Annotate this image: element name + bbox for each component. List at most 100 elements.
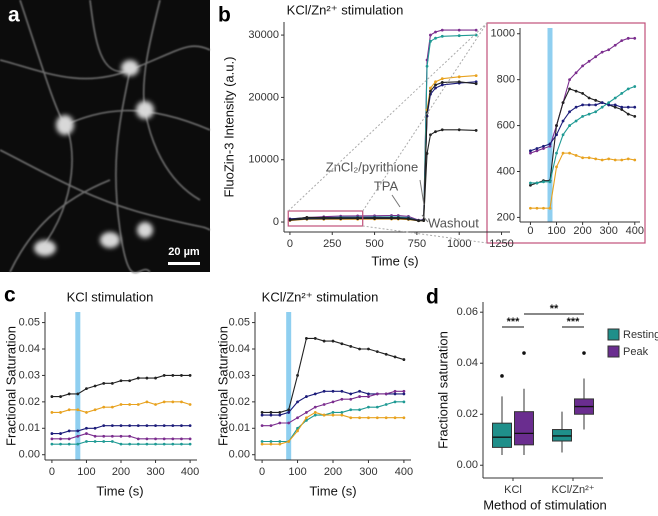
y-axis-label: Fractional saturation bbox=[435, 331, 450, 449]
data-point bbox=[296, 374, 299, 377]
data-point bbox=[110, 381, 114, 385]
chart-title: KCl/Zn²⁺ stimulation bbox=[262, 289, 379, 304]
data-point bbox=[367, 395, 370, 398]
data-point bbox=[434, 86, 437, 90]
data-point bbox=[390, 217, 393, 220]
data-point bbox=[594, 98, 598, 102]
data-point bbox=[278, 440, 282, 443]
data-point bbox=[278, 411, 282, 414]
data-point bbox=[296, 416, 299, 420]
data-point bbox=[561, 119, 565, 123]
data-point bbox=[76, 408, 80, 412]
data-point bbox=[620, 92, 624, 95]
data-point bbox=[349, 416, 353, 420]
data-point bbox=[626, 157, 630, 161]
data-point bbox=[384, 392, 388, 396]
data-point bbox=[322, 403, 326, 406]
data-point bbox=[50, 411, 54, 414]
data-point bbox=[85, 440, 88, 443]
data-point bbox=[384, 416, 388, 420]
y-tick-label: 10000 bbox=[248, 154, 279, 166]
data-point bbox=[188, 424, 192, 428]
data-point bbox=[305, 217, 309, 221]
data-point bbox=[93, 440, 97, 443]
data-point bbox=[93, 426, 97, 430]
data-point bbox=[568, 78, 571, 82]
data-point bbox=[600, 50, 604, 54]
data-point bbox=[93, 408, 97, 412]
x-tick-label: KCl bbox=[504, 484, 522, 496]
outlier bbox=[522, 351, 526, 355]
data-point bbox=[171, 437, 175, 441]
stimulus-band bbox=[547, 28, 553, 222]
data-point bbox=[331, 400, 335, 404]
x-tick-label: 400 bbox=[395, 466, 413, 478]
data-point bbox=[529, 149, 532, 153]
data-point bbox=[171, 442, 175, 446]
data-point bbox=[425, 64, 429, 68]
data-point bbox=[67, 437, 71, 441]
data-point bbox=[260, 440, 264, 443]
data-point bbox=[59, 432, 62, 435]
data-point bbox=[548, 144, 552, 148]
data-point bbox=[594, 103, 598, 107]
data-point bbox=[67, 408, 71, 412]
data-point bbox=[269, 424, 273, 428]
data-point bbox=[119, 434, 123, 438]
series-line bbox=[262, 411, 404, 445]
y-tick-label: 0.02 bbox=[457, 408, 478, 420]
data-point bbox=[568, 151, 571, 155]
data-point bbox=[313, 411, 317, 414]
data-point bbox=[358, 416, 361, 420]
data-point bbox=[574, 119, 578, 123]
data-point bbox=[340, 397, 344, 401]
data-point bbox=[76, 392, 80, 396]
scale-bar-label: 20 µm bbox=[168, 246, 200, 258]
y-tick-label: 1000 bbox=[491, 28, 515, 40]
data-point bbox=[581, 92, 585, 95]
data-point bbox=[50, 437, 54, 441]
data-point bbox=[358, 408, 361, 412]
annotation: Washout bbox=[428, 215, 479, 230]
data-point bbox=[417, 219, 420, 223]
data-point bbox=[581, 114, 585, 118]
data-point bbox=[180, 400, 183, 404]
x-tick-label: 300 bbox=[146, 466, 164, 478]
data-point bbox=[119, 403, 123, 406]
data-point bbox=[474, 82, 478, 86]
data-point bbox=[367, 347, 370, 351]
y-tick-label: 200 bbox=[497, 211, 515, 223]
legend-label: Peak bbox=[623, 346, 649, 358]
y-tick-label: 600 bbox=[497, 119, 515, 131]
data-point bbox=[93, 384, 97, 388]
data-point bbox=[110, 440, 114, 443]
data-point bbox=[568, 87, 571, 91]
data-point bbox=[633, 85, 637, 88]
legend-swatch bbox=[607, 328, 620, 341]
data-point bbox=[154, 403, 157, 406]
data-point bbox=[339, 217, 343, 221]
data-point bbox=[136, 437, 140, 441]
data-point bbox=[429, 39, 432, 43]
data-point bbox=[594, 55, 598, 59]
panel-label: b bbox=[218, 4, 231, 27]
chart-title: KCl stimulation bbox=[67, 289, 154, 304]
data-point bbox=[188, 442, 192, 446]
data-point bbox=[162, 437, 166, 441]
data-point bbox=[633, 36, 637, 40]
y-tick-label: 0.01 bbox=[19, 422, 40, 434]
data-point bbox=[393, 400, 397, 404]
data-point bbox=[260, 411, 264, 414]
data-point bbox=[429, 89, 432, 93]
data-point bbox=[171, 400, 175, 404]
data-point bbox=[188, 437, 192, 441]
data-point bbox=[67, 442, 71, 446]
micrograph bbox=[0, 0, 211, 274]
data-point bbox=[535, 147, 539, 150]
data-point bbox=[474, 129, 478, 132]
x-tick-label: 500 bbox=[365, 238, 383, 250]
x-tick-label: 100 bbox=[288, 466, 306, 478]
data-point bbox=[440, 128, 444, 132]
data-point bbox=[269, 411, 273, 414]
data-point bbox=[59, 395, 62, 398]
